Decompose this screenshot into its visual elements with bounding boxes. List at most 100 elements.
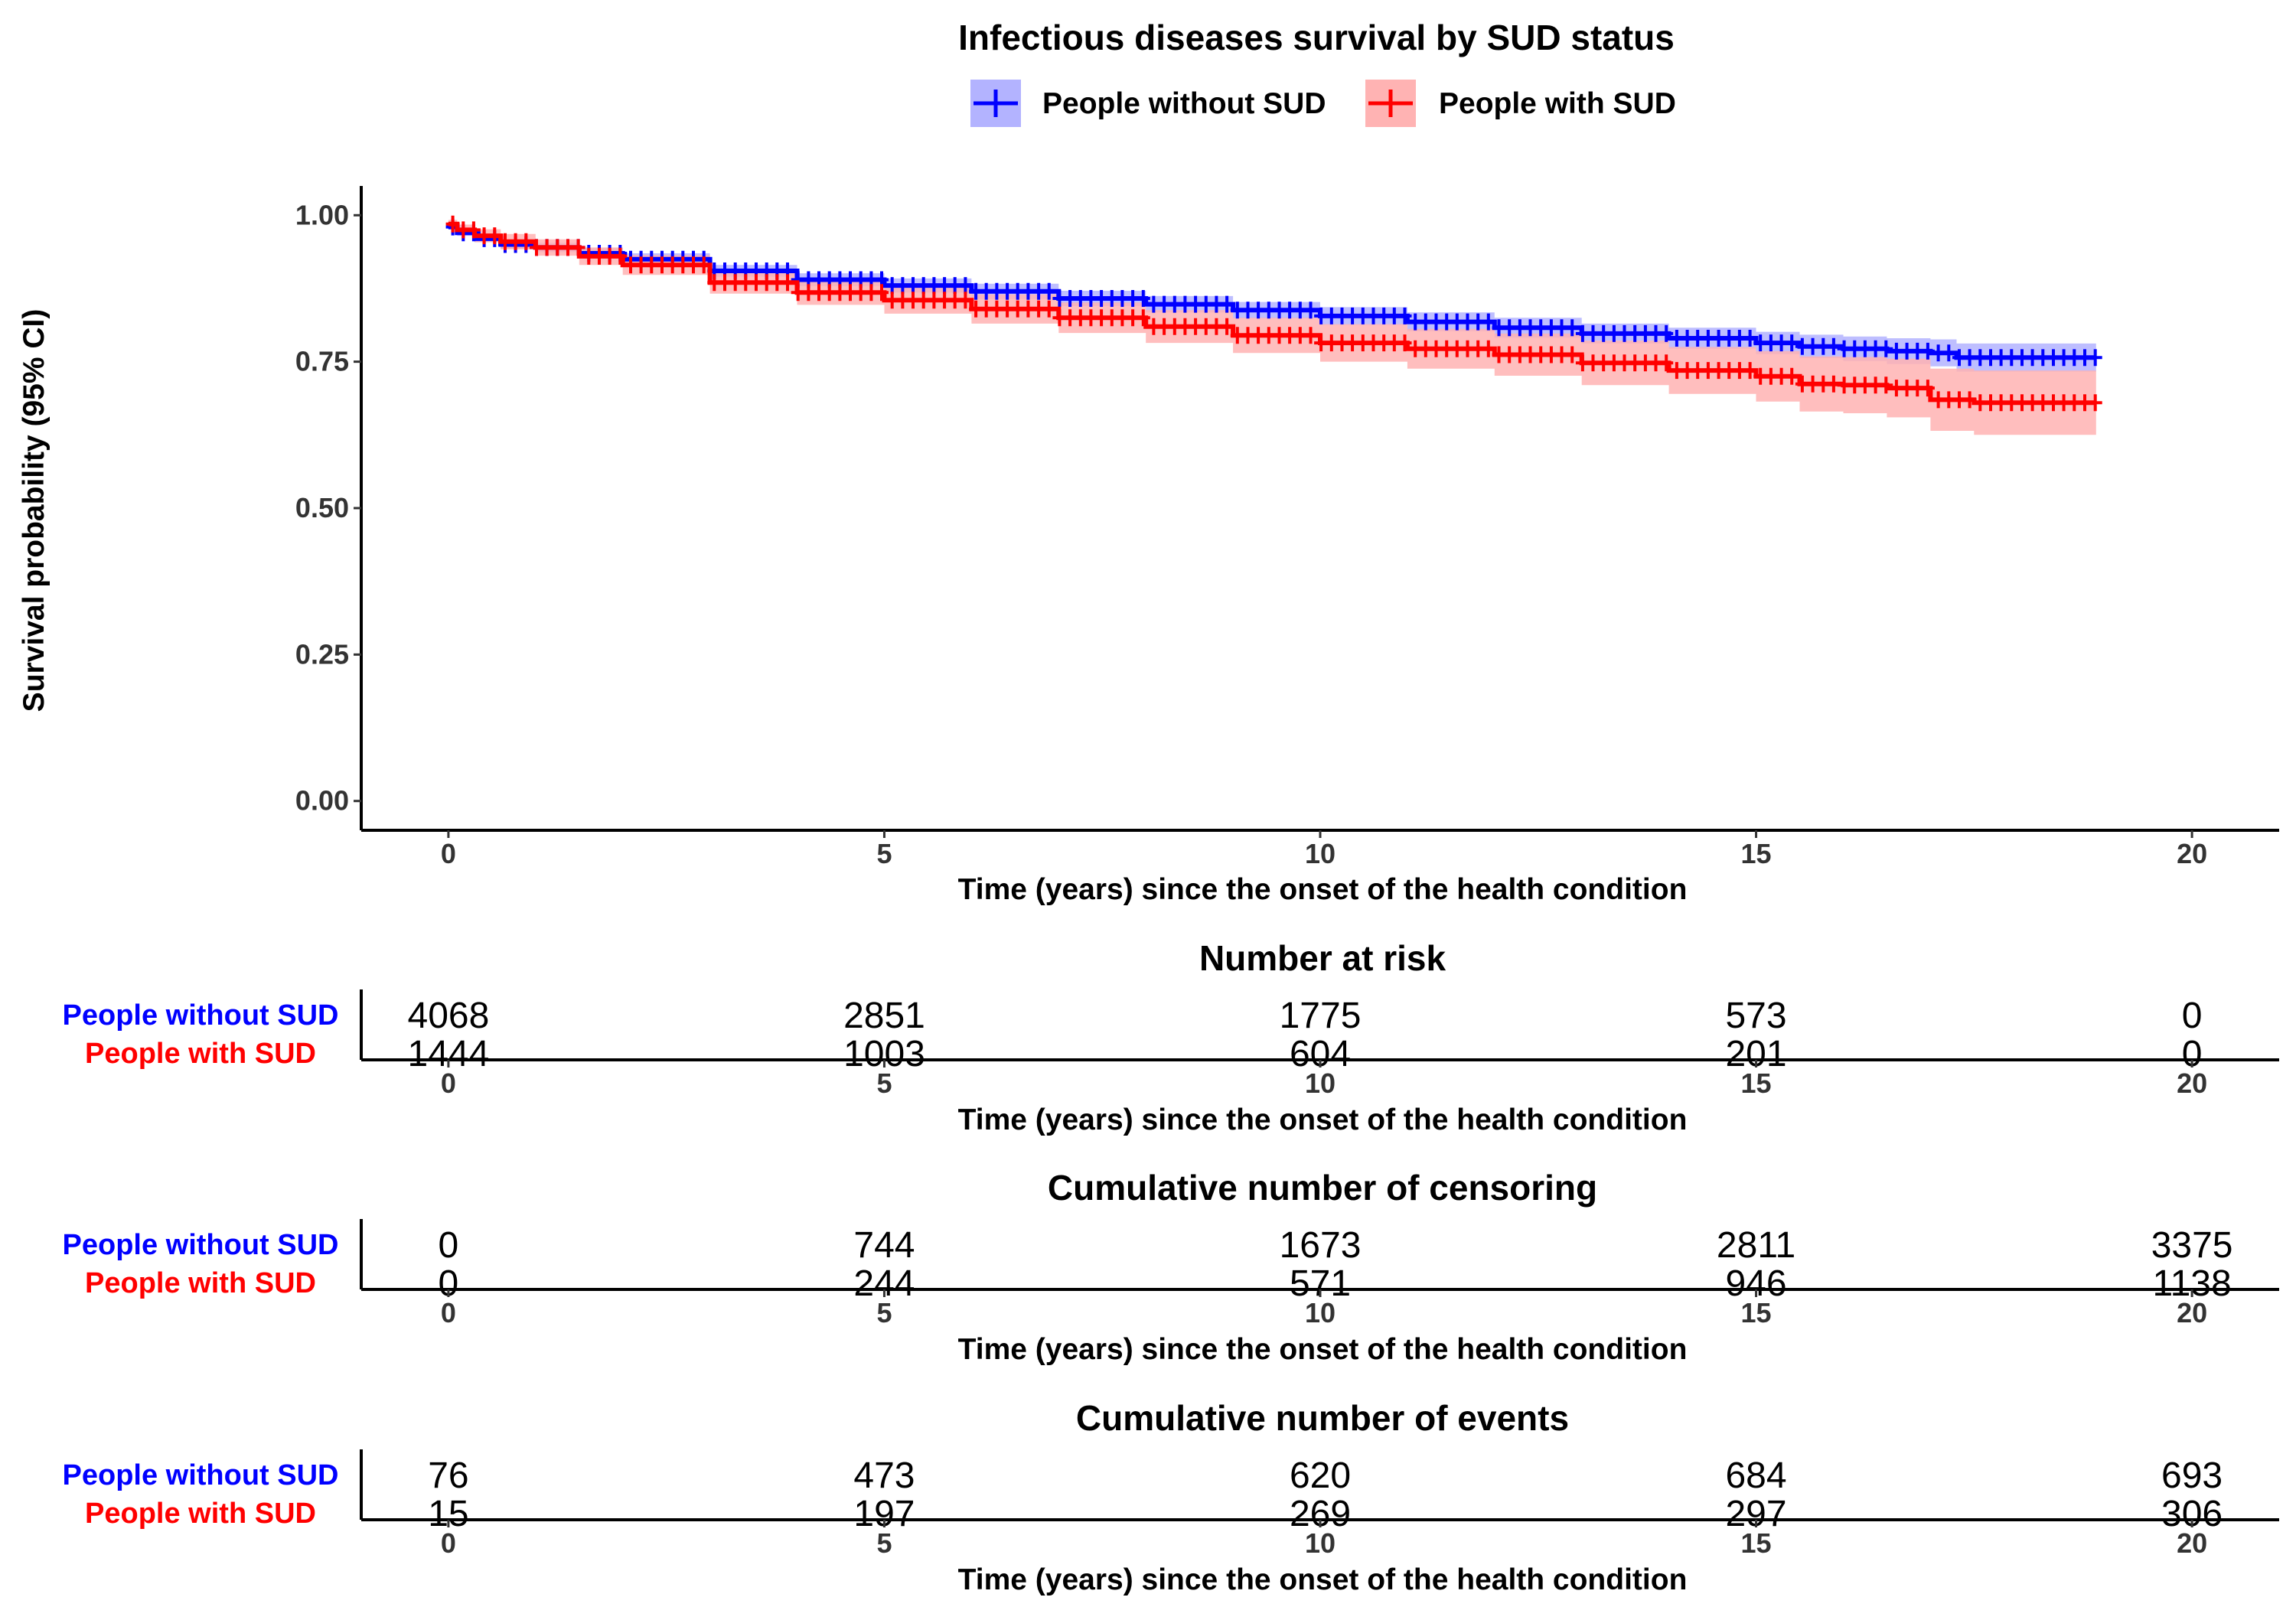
censor-mark-with-sud xyxy=(958,292,973,309)
table-strata-label: People without SUD xyxy=(63,999,339,1032)
y-tick-label: 0.00 xyxy=(295,785,349,817)
table-cell: 3375 xyxy=(2151,1225,2233,1266)
confidence-band-without-sud xyxy=(448,224,2096,372)
censor-mark-without-sud xyxy=(1743,330,1757,347)
censor-mark-with-sud xyxy=(1220,318,1234,335)
table-cell: 197 xyxy=(853,1494,915,1534)
x-tick-label: 10 xyxy=(1305,838,1336,869)
table-cell: 573 xyxy=(1725,996,1786,1036)
censor-mark-with-sud xyxy=(1136,309,1150,327)
x-tick-label: 0 xyxy=(441,838,456,869)
censor-mark-with-sud xyxy=(519,233,533,250)
censor-mark-without-sud xyxy=(1303,302,1318,319)
table-cell: 76 xyxy=(428,1455,468,1496)
censor-mark-with-sud xyxy=(1785,367,1799,385)
x-tick-label: 20 xyxy=(2177,838,2207,869)
table-cell: 604 xyxy=(1290,1034,1351,1074)
table-cell: 4068 xyxy=(408,996,490,1036)
table-x-tick-label: 15 xyxy=(1741,1068,1772,1099)
censor-mark-with-sud xyxy=(1962,391,1977,409)
table-cell: 693 xyxy=(2161,1455,2223,1496)
censor-mark-with-sud xyxy=(1481,340,1495,357)
x-tick-label: 15 xyxy=(1741,838,1772,869)
table-cell: 297 xyxy=(1725,1494,1786,1534)
table-cell: 201 xyxy=(1725,1034,1786,1074)
censor-mark-without-sud xyxy=(1042,282,1056,300)
censor-mark-without-sud xyxy=(1136,290,1150,307)
legend-label-without-sud: People without SUD xyxy=(1042,87,1326,120)
table-strata-label: People with SUD xyxy=(85,1498,316,1530)
table-strata-label: People without SUD xyxy=(63,1229,339,1261)
table-cell: 1003 xyxy=(843,1034,925,1074)
table-cell: 0 xyxy=(2182,1034,2203,1074)
legend-label-with-sud: People with SUD xyxy=(1439,87,1676,120)
censor-mark-without-sud xyxy=(1220,295,1234,313)
censor-mark-with-sud xyxy=(1042,300,1056,318)
table-x-tick-label: 10 xyxy=(1305,1068,1336,1099)
table-cell: 269 xyxy=(1290,1494,1351,1534)
censor-mark-without-sud xyxy=(1826,337,1841,355)
censoring-table: Cumulative number of censoring Time (yea… xyxy=(63,1168,2279,1366)
table-cell: 306 xyxy=(2161,1494,2223,1534)
censor-mark-with-sud xyxy=(1879,376,1893,394)
legend-item-with-sud: People with SUD xyxy=(1365,80,1676,127)
x-axis-title: Time (years) since the onset of the heal… xyxy=(958,873,1688,906)
number-at-risk-table: Number at risk Time (years) since the on… xyxy=(63,938,2279,1136)
y-tick-label: 0.50 xyxy=(295,492,349,523)
table-x-tick-label: 15 xyxy=(1741,1297,1772,1328)
censor-mark-with-sud xyxy=(571,239,585,256)
legend-item-without-sud: People without SUD xyxy=(970,80,1326,127)
events-xlabel: Time (years) since the onset of the heal… xyxy=(958,1563,1688,1596)
table-cell: 1444 xyxy=(408,1034,490,1074)
y-tick-label: 0.25 xyxy=(295,638,349,670)
table-x-tick-label: 20 xyxy=(2177,1068,2207,1099)
table-x-tick-label: 0 xyxy=(441,1068,456,1099)
censor-mark-with-sud xyxy=(1743,362,1757,380)
censor-mark-with-sud xyxy=(488,227,502,245)
table-cell: 2811 xyxy=(1717,1225,1795,1266)
censor-mark-without-sud xyxy=(1879,340,1893,357)
table-x-tick-label: 0 xyxy=(441,1297,456,1328)
confidence-bands xyxy=(448,220,2096,435)
table-strata-label: People without SUD xyxy=(63,1459,339,1491)
table-cell: 946 xyxy=(1725,1263,1786,1304)
censor-mark-without-sud xyxy=(2088,349,2102,367)
censor-mark-with-sud xyxy=(875,284,889,302)
table-x-tick-label: 0 xyxy=(441,1527,456,1559)
censor-mark-with-sud xyxy=(696,256,711,274)
censor-mark-with-sud xyxy=(445,215,460,233)
table-cell: 15 xyxy=(428,1494,468,1534)
table-x-tick-label: 20 xyxy=(2177,1527,2207,1559)
legend: People without SUD People with SUD xyxy=(970,80,1676,127)
censor-mark-with-sud xyxy=(1659,354,1674,372)
table-cell: 0 xyxy=(2182,996,2203,1036)
censor-mark-with-sud xyxy=(613,247,628,265)
censor-mark-with-sud xyxy=(1565,346,1580,363)
censor-mark-without-sud xyxy=(1565,319,1580,337)
table-strata-label: People with SUD xyxy=(85,1038,316,1070)
table-cell: 1673 xyxy=(1280,1225,1362,1266)
table-x-tick-label: 10 xyxy=(1305,1527,1336,1559)
y-tick-label: 0.75 xyxy=(295,346,349,377)
table-cell: 473 xyxy=(853,1455,915,1496)
table-x-tick-label: 15 xyxy=(1741,1527,1772,1559)
table-cell: 244 xyxy=(853,1263,915,1304)
table-cell: 2851 xyxy=(843,996,925,1036)
censor-mark-without-sud xyxy=(1920,342,1935,360)
censor-marks-with-sud xyxy=(445,215,2102,412)
table-x-tick-label: 5 xyxy=(876,1527,892,1559)
censor-mark-with-sud xyxy=(466,221,481,239)
survival-curves xyxy=(445,215,2102,412)
table-x-tick-label: 10 xyxy=(1305,1297,1336,1328)
table-cell: 1775 xyxy=(1280,996,1362,1036)
table-x-tick-label: 5 xyxy=(876,1297,892,1328)
censor-mark-with-sud xyxy=(2088,394,2102,412)
table-strata-label: People with SUD xyxy=(85,1267,316,1299)
censoring-xlabel: Time (years) since the onset of the heal… xyxy=(958,1333,1688,1366)
events-title: Cumulative number of events xyxy=(1076,1398,1569,1438)
table-cell: 1138 xyxy=(2152,1263,2231,1304)
censor-mark-without-sud xyxy=(1481,313,1495,331)
chart-title: Infectious diseases survival by SUD stat… xyxy=(958,18,1675,57)
table-cell: 571 xyxy=(1290,1263,1351,1304)
